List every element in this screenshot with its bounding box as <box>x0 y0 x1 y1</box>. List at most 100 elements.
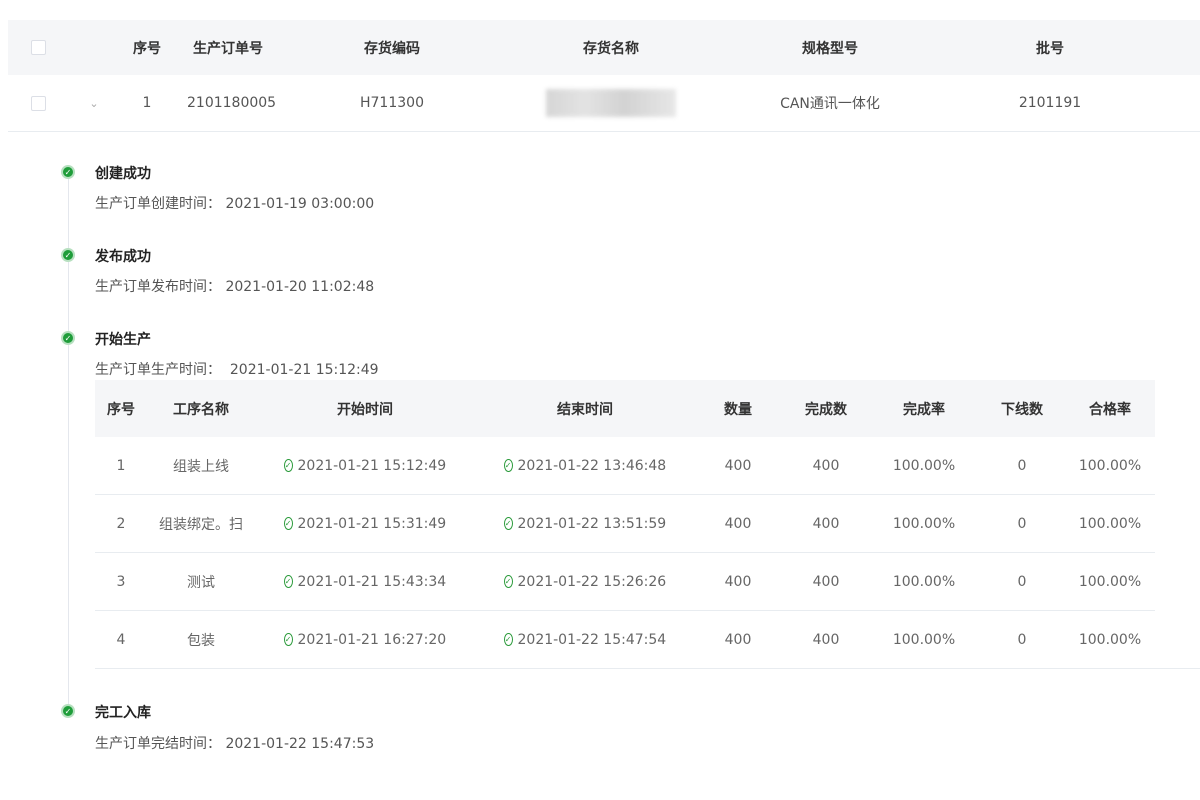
cell-text: 2 <box>116 515 126 532</box>
cell-index: 1 <box>95 437 147 494</box>
header-index: 序号 <box>107 401 135 418</box>
order-table-header: 序号 生产订单号 存货编码 存货名称 规格型号 批号 <box>8 20 1200 75</box>
step-detail: 生产订单发布时间： 2021-01-20 11:02:48 <box>95 279 375 295</box>
cell-text: 400 <box>812 515 840 532</box>
cell-process-name: 组装绑定。扫 <box>151 495 251 552</box>
cell-offline: 0 <box>992 437 1052 494</box>
process-row[interactable]: 4 包装 ✓ 2021-01-21 16:27:20 ✓ 2021-01-22 15:47… <box>95 611 1155 669</box>
step-detail: 生产订单创建时间： 2021-01-19 03:00:00 <box>95 196 375 212</box>
cell-text: 0 <box>1017 515 1027 532</box>
cell-end-time: ✓ 2021-01-22 15:26:26 <box>503 553 667 610</box>
cell-text: 测试 <box>187 574 215 591</box>
spec: CAN通讯一体化 <box>780 96 880 112</box>
cell-pass-rate: 100.00% <box>1070 553 1150 610</box>
cell-text: 100.00% <box>1078 515 1142 532</box>
cell-index: 3 <box>95 553 147 610</box>
check-circle-icon: ✓ <box>283 575 293 588</box>
row-index: 1 <box>142 95 152 111</box>
header-completed: 完成数 <box>805 401 847 418</box>
cell-text: 400 <box>724 573 752 590</box>
cell-pass-rate: 100.00% <box>1070 495 1150 552</box>
step-title: 完工入库 <box>95 705 151 721</box>
cell-completed: 400 <box>786 553 866 610</box>
cell-end-time: ✓ 2021-01-22 15:47:54 <box>503 611 667 668</box>
select-all-checkbox[interactable] <box>30 40 46 55</box>
check-circle-icon: ✓ <box>503 575 513 588</box>
cell-text: 100.00% <box>892 457 956 474</box>
cell-text: 2021-01-22 13:46:48 <box>517 457 667 474</box>
cell-text: 包装 <box>187 632 215 649</box>
cell-text: 2021-01-21 15:43:34 <box>297 573 447 590</box>
cell-text: 2021-01-22 15:47:54 <box>517 631 667 648</box>
cell-text: 1 <box>116 457 126 474</box>
cell-start-time: ✓ 2021-01-21 16:27:20 <box>283 611 447 668</box>
cell-quantity: 400 <box>708 553 768 610</box>
cell-text: 2021-01-22 15:26:26 <box>517 573 667 590</box>
cell-pass-rate: 100.00% <box>1070 437 1150 494</box>
step-detail: 生产订单生产时间： 2021-01-21 15:12:49 <box>95 362 379 378</box>
header-pass-rate: 合格率 <box>1089 401 1131 418</box>
cell-text: 0 <box>1017 631 1027 648</box>
header-offline: 下线数 <box>1001 401 1043 418</box>
cell-text: 100.00% <box>892 515 956 532</box>
cell-text: 100.00% <box>892 573 956 590</box>
order-row[interactable]: ⌄ 1 2101180005 H711300 CAN通讯一体化 2101191 <box>8 75 1200 132</box>
chevron-down-icon[interactable]: ⌄ <box>89 96 99 110</box>
cell-text: 100.00% <box>1078 457 1142 474</box>
cell-text: 400 <box>724 457 752 474</box>
cell-text: 0 <box>1017 457 1027 474</box>
cell-start-time: ✓ 2021-01-21 15:12:49 <box>283 437 446 494</box>
order-no: 2101180005 <box>187 95 277 111</box>
header-spec: 规格型号 <box>802 40 858 57</box>
step-detail: 生产订单完结时间： 2021-01-22 15:47:53 <box>95 736 375 752</box>
cell-text: 100.00% <box>1078 573 1142 590</box>
cell-text: 400 <box>724 515 752 532</box>
process-row[interactable]: 1 组装上线 ✓ 2021-01-21 15:12:49 ✓ 2021-01-22 13:… <box>95 437 1155 495</box>
cell-text: 4 <box>116 631 126 648</box>
process-row[interactable]: 2 组装绑定。扫 ✓ 2021-01-21 15:31:49 ✓ 2021-01-22 1… <box>95 495 1155 553</box>
cell-offline: 0 <box>992 495 1052 552</box>
cell-text: 2021-01-21 15:31:49 <box>297 515 447 532</box>
step-title: 创建成功 <box>95 166 151 182</box>
cell-start-time: ✓ 2021-01-21 15:31:49 <box>283 495 447 552</box>
batch: 2101191 <box>1018 95 1082 111</box>
cell-completion-rate: 100.00% <box>874 611 974 668</box>
check-circle-icon: ✓ <box>283 633 293 646</box>
cell-quantity: 400 <box>708 437 768 494</box>
check-circle-icon: ✓ <box>61 331 75 345</box>
check-circle-icon: ✓ <box>61 248 75 262</box>
cell-text: 0 <box>1017 573 1027 590</box>
header-inventory-code: 存货编码 <box>364 40 420 57</box>
header-batch: 批号 <box>1036 40 1064 57</box>
cell-text: 3 <box>116 573 126 590</box>
header-order-no: 生产订单号 <box>193 40 263 57</box>
cell-text: 组装绑定。扫 <box>159 516 243 533</box>
process-table-body: 1 组装上线 ✓ 2021-01-21 15:12:49 ✓ 2021-01-22 13:… <box>95 437 1155 669</box>
header-quantity: 数量 <box>724 401 752 418</box>
process-table-header: 序号 工序名称 开始时间 结束时间 数量 完成数 完成率 下线数 合格率 <box>95 380 1155 437</box>
cell-completed: 400 <box>786 495 866 552</box>
cell-quantity: 400 <box>708 611 768 668</box>
header-start-time: 开始时间 <box>337 401 393 418</box>
header-inventory-name: 存货名称 <box>583 40 639 57</box>
cell-text: 2021-01-22 13:51:59 <box>517 515 667 532</box>
cell-end-time: ✓ 2021-01-22 13:51:59 <box>503 495 667 552</box>
header-completion-rate: 完成率 <box>903 401 945 418</box>
cell-completion-rate: 100.00% <box>874 437 974 494</box>
check-circle-icon: ✓ <box>283 517 293 530</box>
step-title: 发布成功 <box>95 249 151 265</box>
inventory-name-redacted <box>546 89 676 117</box>
cell-completed: 400 <box>786 611 866 668</box>
cell-text: 100.00% <box>892 631 956 648</box>
cell-process-name: 包装 <box>151 611 251 668</box>
process-row[interactable]: 3 测试 ✓ 2021-01-21 15:43:34 ✓ 2021-01-22 15:26… <box>95 553 1155 611</box>
check-circle-icon: ✓ <box>503 517 513 530</box>
check-circle-icon: ✓ <box>503 459 513 472</box>
cell-text: 2021-01-21 16:27:20 <box>297 631 447 648</box>
cell-completed: 400 <box>786 437 866 494</box>
cell-quantity: 400 <box>708 495 768 552</box>
check-circle-icon: ✓ <box>503 633 513 646</box>
cell-process-name: 测试 <box>151 553 251 610</box>
row-checkbox[interactable] <box>30 95 46 111</box>
header-process-name: 工序名称 <box>173 401 229 418</box>
